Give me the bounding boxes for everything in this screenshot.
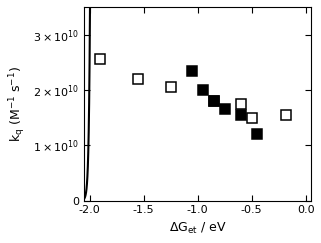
- X-axis label: $\Delta$G$_{\mathregular{et}}$ / eV: $\Delta$G$_{\mathregular{et}}$ / eV: [169, 221, 227, 236]
- Y-axis label: k$_{\mathregular{q}}$ (M$^{-1}$ s$^{-1}$): k$_{\mathregular{q}}$ (M$^{-1}$ s$^{-1}$…: [7, 66, 28, 142]
